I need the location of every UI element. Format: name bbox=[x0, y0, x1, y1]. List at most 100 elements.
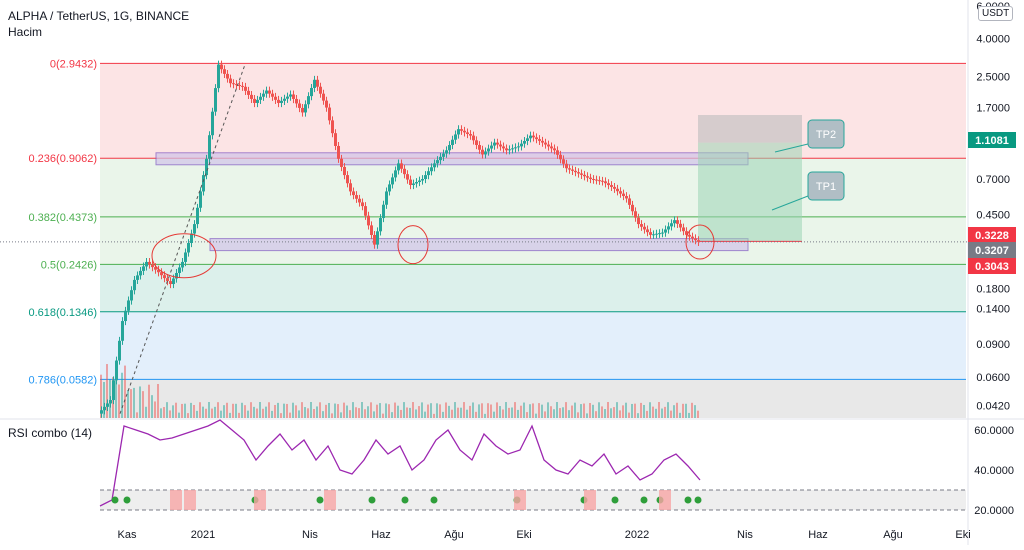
volume-bar bbox=[352, 402, 354, 418]
volume-bar bbox=[670, 410, 672, 418]
volume-bar bbox=[217, 402, 219, 418]
candle-body bbox=[193, 224, 196, 234]
volume-bar bbox=[688, 412, 690, 418]
candle-body bbox=[460, 129, 463, 131]
candle-body bbox=[280, 100, 283, 103]
volume-bar bbox=[400, 409, 402, 418]
volume-bar bbox=[190, 402, 192, 418]
volume-bar bbox=[382, 413, 384, 418]
price-tick-label: 0.1800 bbox=[976, 283, 1010, 295]
volume-bar bbox=[676, 402, 678, 418]
candle-body bbox=[325, 100, 328, 108]
volume-bar bbox=[451, 409, 453, 418]
candle-body bbox=[649, 232, 652, 235]
candle-body bbox=[487, 148, 490, 152]
candle-body bbox=[478, 145, 481, 150]
price-tick-label: 1.7000 bbox=[976, 103, 1010, 115]
candle-body bbox=[397, 163, 400, 171]
candle-body bbox=[211, 111, 214, 136]
candle-body bbox=[427, 171, 430, 176]
volume-bar bbox=[529, 404, 531, 418]
candle-body bbox=[109, 400, 112, 404]
candle-body bbox=[688, 234, 691, 237]
volume-bar bbox=[556, 402, 558, 418]
candle-body bbox=[295, 98, 298, 104]
volume-bar bbox=[538, 403, 540, 418]
volume-bar bbox=[424, 411, 426, 418]
volume-bar bbox=[616, 402, 618, 418]
volume-bar bbox=[592, 404, 594, 418]
candle-body bbox=[382, 204, 385, 219]
candle-body bbox=[574, 170, 577, 173]
volume-bar bbox=[103, 382, 105, 418]
volume-bar bbox=[631, 403, 633, 418]
rsi-line bbox=[99, 419, 701, 507]
candle-body bbox=[112, 380, 115, 401]
candle-body bbox=[223, 69, 226, 74]
price-badge-label: 0.3043 bbox=[975, 261, 1009, 273]
volume-bar bbox=[397, 405, 399, 418]
volume-bar bbox=[139, 386, 141, 418]
fib-label: 0.786(0.0582) bbox=[29, 374, 98, 386]
candle-body bbox=[499, 144, 502, 147]
candle-body bbox=[601, 180, 604, 182]
candle-body bbox=[184, 252, 187, 262]
candle-body bbox=[307, 96, 310, 105]
candle-body bbox=[154, 267, 157, 270]
candle-body bbox=[541, 140, 544, 143]
candle-body bbox=[493, 142, 496, 146]
volume-bar bbox=[484, 413, 486, 418]
candle-body bbox=[454, 134, 457, 140]
rsi-signal-band bbox=[184, 490, 196, 510]
candle-body bbox=[172, 278, 175, 285]
volume-bar bbox=[634, 403, 636, 418]
candle-body bbox=[550, 146, 553, 149]
volume-bar bbox=[589, 402, 591, 418]
volume-bar bbox=[358, 408, 360, 418]
candle-body bbox=[445, 150, 448, 154]
volume-bar bbox=[508, 407, 510, 418]
price-badge-label: 1.1081 bbox=[975, 135, 1009, 147]
volume-bar bbox=[340, 412, 342, 418]
candle-body bbox=[376, 231, 379, 245]
candle-body bbox=[199, 191, 202, 208]
candle-body bbox=[139, 270, 142, 276]
currency-badge[interactable]: USDT bbox=[978, 6, 1014, 21]
rsi-signal-dot bbox=[640, 496, 648, 504]
candle-body bbox=[367, 215, 370, 226]
candle-body bbox=[664, 229, 667, 233]
candle-body bbox=[151, 264, 154, 268]
volume-bar bbox=[232, 403, 234, 418]
candle-body bbox=[181, 261, 184, 268]
candle-body bbox=[148, 261, 151, 265]
candle-body bbox=[322, 93, 325, 101]
candle-body bbox=[655, 233, 658, 235]
candle-body bbox=[166, 278, 169, 282]
candle-body bbox=[526, 138, 529, 141]
candle-body bbox=[163, 275, 166, 279]
volume-bar bbox=[430, 403, 432, 418]
target-box bbox=[698, 142, 802, 242]
rsi-signal-band bbox=[514, 490, 526, 510]
candle-body bbox=[373, 234, 376, 245]
volume-bar bbox=[610, 408, 612, 418]
candle-body bbox=[262, 93, 265, 97]
candle-body bbox=[379, 218, 382, 232]
rsi-signal-dot bbox=[368, 496, 376, 504]
candle-body bbox=[247, 90, 250, 95]
time-tick-label: Haz bbox=[808, 529, 828, 541]
volume-bar bbox=[565, 402, 567, 418]
candle-body bbox=[646, 229, 649, 233]
volume-bar bbox=[466, 409, 468, 418]
candle-body bbox=[475, 140, 478, 146]
candle-body bbox=[328, 107, 331, 121]
candle-body bbox=[442, 153, 445, 157]
candle-body bbox=[124, 310, 127, 322]
candle-body bbox=[256, 99, 259, 103]
candle-body bbox=[232, 83, 235, 85]
volume-bar bbox=[499, 406, 501, 418]
volume-bar bbox=[547, 402, 549, 418]
candle-body bbox=[100, 410, 103, 414]
price-badge-label: 0.3207 bbox=[975, 245, 1009, 257]
